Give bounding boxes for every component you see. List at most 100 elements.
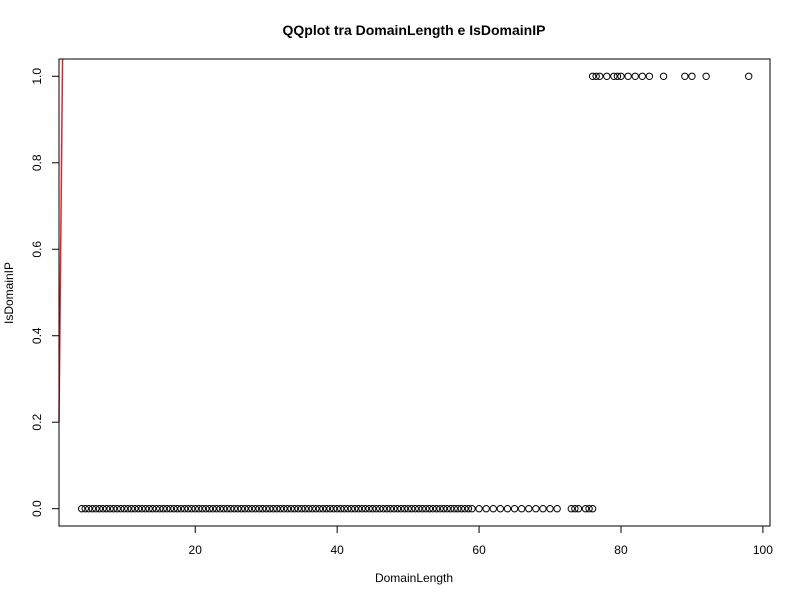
data-point bbox=[322, 505, 331, 513]
data-point bbox=[390, 505, 398, 513]
y-tick-label: 0.6 bbox=[30, 241, 44, 258]
data-point bbox=[102, 505, 111, 513]
data-point bbox=[202, 505, 210, 513]
data-point bbox=[489, 505, 497, 513]
data-point bbox=[517, 505, 526, 513]
reference-line-layer bbox=[58, 58, 64, 423]
data-point bbox=[184, 505, 192, 513]
data-point bbox=[376, 505, 384, 513]
data-point bbox=[681, 72, 689, 80]
data-point bbox=[248, 505, 256, 513]
data-point bbox=[415, 505, 423, 513]
data-point bbox=[567, 505, 576, 513]
data-point bbox=[418, 505, 427, 513]
data-point bbox=[688, 72, 696, 80]
data-point bbox=[553, 505, 561, 513]
data-point bbox=[361, 505, 370, 513]
data-point bbox=[457, 505, 466, 513]
data-point bbox=[170, 505, 178, 513]
data-point bbox=[454, 505, 462, 513]
data-point bbox=[173, 505, 182, 513]
data-point bbox=[645, 72, 654, 80]
data-point bbox=[585, 505, 593, 513]
data-point bbox=[230, 505, 238, 513]
data-point bbox=[205, 505, 214, 513]
x-axis-label: DomainLength bbox=[375, 571, 453, 585]
data-point bbox=[482, 505, 490, 513]
data-point bbox=[468, 505, 476, 513]
data-point bbox=[610, 72, 618, 80]
data-point bbox=[354, 505, 363, 513]
data-point bbox=[400, 505, 409, 513]
data-point bbox=[106, 505, 114, 513]
data-point bbox=[525, 505, 533, 513]
data-point bbox=[592, 72, 600, 80]
data-point bbox=[464, 505, 473, 513]
data-point bbox=[255, 505, 263, 513]
data-point bbox=[407, 505, 416, 513]
data-point bbox=[166, 505, 175, 513]
data-point bbox=[432, 505, 441, 513]
data-point bbox=[191, 505, 199, 513]
data-point bbox=[539, 505, 547, 513]
data-point bbox=[241, 505, 249, 513]
data-point bbox=[280, 505, 288, 513]
y-tick-label: 0.2 bbox=[30, 414, 44, 431]
data-point bbox=[180, 505, 189, 513]
data-point bbox=[216, 505, 224, 513]
data-point bbox=[574, 505, 583, 513]
data-point bbox=[234, 505, 242, 513]
data-point bbox=[131, 505, 139, 513]
data-point bbox=[78, 505, 86, 513]
data-point bbox=[510, 505, 519, 513]
data-point bbox=[297, 505, 306, 513]
data-point bbox=[95, 505, 104, 513]
data-point bbox=[156, 505, 164, 513]
data-point bbox=[351, 505, 359, 513]
data-point bbox=[404, 505, 412, 513]
data-point bbox=[290, 505, 299, 513]
data-point bbox=[145, 505, 153, 513]
data-point bbox=[134, 505, 143, 513]
y-axis-ticks: 0.0 0.2 0.4 0.6 0.8 1.0 bbox=[30, 68, 59, 517]
data-point bbox=[379, 505, 387, 513]
data-point bbox=[138, 505, 146, 513]
data-point bbox=[546, 505, 554, 513]
data-point bbox=[422, 505, 430, 513]
data-point bbox=[262, 505, 270, 513]
data-point bbox=[127, 505, 136, 513]
data-point bbox=[329, 505, 338, 513]
data-point bbox=[425, 505, 434, 513]
data-point bbox=[113, 505, 121, 513]
data-point bbox=[198, 505, 207, 513]
data-point bbox=[159, 505, 168, 513]
data-point bbox=[141, 505, 150, 513]
data-point bbox=[269, 505, 277, 513]
data-point bbox=[659, 72, 668, 80]
data-point bbox=[702, 72, 710, 80]
chart-title: QQplot tra DomainLength e IsDomainIP bbox=[283, 22, 546, 38]
x-axis-ticks: 20 40 60 80 100 bbox=[189, 526, 773, 557]
data-point bbox=[124, 505, 132, 513]
data-point bbox=[386, 505, 395, 513]
data-point bbox=[283, 505, 292, 513]
data-point bbox=[177, 505, 185, 513]
data-point bbox=[212, 505, 221, 513]
x-tick-label: 80 bbox=[614, 543, 628, 557]
data-point bbox=[503, 505, 512, 513]
data-point bbox=[450, 505, 458, 513]
y-tick-label: 0.0 bbox=[30, 500, 44, 517]
qq-reference-line bbox=[58, 58, 64, 423]
data-point bbox=[393, 505, 402, 513]
plot-frame bbox=[58, 58, 771, 527]
data-point bbox=[439, 505, 448, 513]
data-point bbox=[638, 72, 646, 80]
data-point bbox=[195, 505, 203, 513]
data-point bbox=[92, 505, 100, 513]
data-point bbox=[446, 505, 455, 513]
data-point bbox=[109, 505, 118, 513]
data-point bbox=[461, 505, 469, 513]
data-point bbox=[287, 505, 295, 513]
data-point bbox=[148, 505, 157, 513]
